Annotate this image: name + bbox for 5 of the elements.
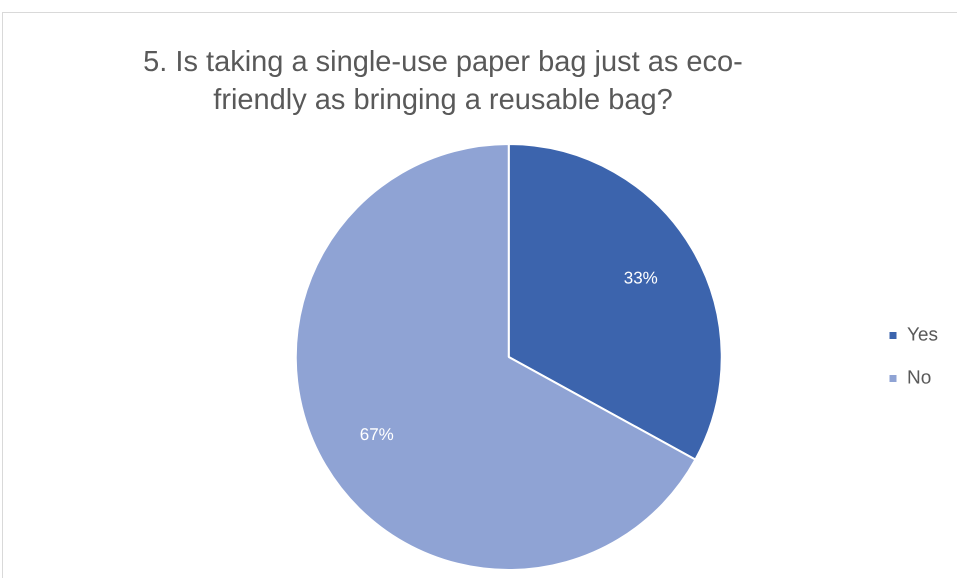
data-label: 67% xyxy=(360,424,394,444)
legend-label: No xyxy=(907,368,932,389)
data-label: 33% xyxy=(624,268,658,288)
chart-title: 5. Is taking a single-use paper bag just as eco-friendly as bringing a reusable bag? xyxy=(142,45,744,118)
legend-label: Yes xyxy=(907,324,938,346)
